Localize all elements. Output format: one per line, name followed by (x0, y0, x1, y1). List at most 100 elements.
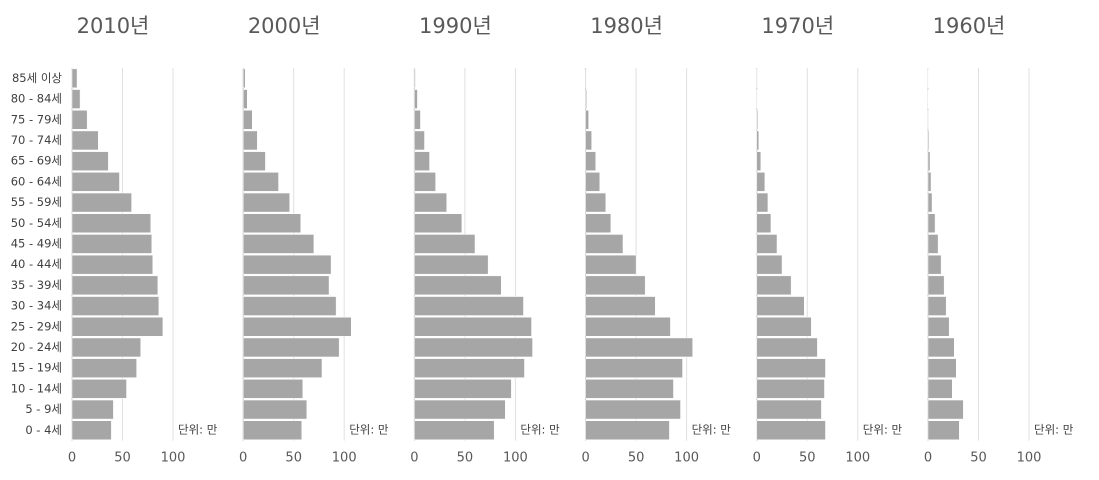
bar (585, 296, 656, 316)
bar (585, 151, 596, 171)
x-tick-label: 0 (581, 451, 589, 466)
bar (414, 254, 489, 275)
x-tick-label: 50 (970, 451, 987, 466)
category-label: 70 - 74세 (11, 133, 62, 147)
bar (756, 275, 792, 296)
x-tick-label: 50 (628, 451, 645, 466)
bar (414, 420, 495, 440)
category-label: 80 - 84세 (11, 92, 62, 106)
bar (756, 358, 826, 378)
category-label: 45 - 49세 (11, 236, 62, 250)
bar (71, 213, 152, 233)
bar (585, 420, 670, 440)
x-tick-label: 0 (239, 451, 247, 466)
unit-label: 단위: 만 (1034, 423, 1074, 437)
bar (927, 399, 964, 420)
bar (414, 337, 533, 358)
bar (242, 379, 304, 399)
bar (756, 420, 826, 440)
bar (242, 151, 266, 171)
category-label: 35 - 39세 (11, 278, 62, 292)
panel-title: 2000년 (248, 14, 321, 38)
x-tick-label: 100 (1017, 451, 1042, 466)
bar (927, 172, 932, 192)
bar (242, 213, 302, 233)
bar (585, 89, 587, 109)
bar (585, 254, 637, 275)
bar (71, 110, 88, 130)
bar (414, 234, 476, 254)
bar (756, 89, 758, 109)
bar (585, 275, 646, 296)
bar (71, 254, 154, 275)
bar (927, 151, 931, 171)
bar (414, 213, 463, 233)
bar (242, 172, 279, 192)
bar (71, 68, 78, 89)
bar (71, 89, 81, 109)
bar (242, 234, 315, 254)
bar (242, 130, 258, 151)
category-label: 85세 이상 (12, 71, 62, 85)
bar (585, 213, 612, 233)
bar (756, 399, 822, 420)
bar (414, 317, 532, 337)
bar (414, 130, 425, 151)
bar (414, 68, 416, 89)
bar (242, 317, 352, 337)
x-tick-label: 50 (114, 451, 131, 466)
category-label: 5 - 9세 (25, 402, 62, 416)
category-label: 50 - 54세 (11, 216, 62, 230)
category-label: 10 - 14세 (11, 381, 62, 395)
bar (756, 254, 783, 275)
category-label: 0 - 4세 (25, 423, 62, 437)
bar (927, 234, 939, 254)
category-label: 25 - 29세 (11, 319, 62, 333)
bar (414, 151, 430, 171)
bar (414, 379, 512, 399)
bar (71, 234, 153, 254)
bar (585, 317, 671, 337)
x-tick-label: 50 (285, 451, 302, 466)
bar (414, 358, 525, 378)
bar (927, 275, 945, 296)
bar (414, 110, 421, 130)
bar (927, 296, 947, 316)
bar (585, 68, 587, 89)
bar (927, 254, 942, 275)
bar (927, 110, 929, 130)
panel-title: 1960년 (933, 14, 1006, 38)
bar (71, 420, 112, 440)
bar (242, 110, 253, 130)
bar (242, 337, 340, 358)
category-label: 15 - 19세 (11, 361, 62, 375)
bar (756, 151, 762, 171)
bar (585, 337, 693, 358)
bar (585, 234, 624, 254)
bar (927, 130, 930, 151)
bar (756, 379, 825, 399)
bar (242, 420, 303, 440)
unit-label: 단위: 만 (520, 423, 560, 437)
bar (71, 399, 114, 420)
x-tick-label: 50 (799, 451, 816, 466)
x-tick-label: 100 (332, 451, 357, 466)
bar (242, 192, 290, 213)
panel-title: 1980년 (590, 14, 663, 38)
bar (71, 275, 159, 296)
bar (585, 358, 683, 378)
bar (927, 337, 955, 358)
bar (242, 275, 330, 296)
x-tick-label: 0 (753, 451, 761, 466)
bar (71, 130, 99, 151)
bar (927, 420, 960, 440)
bar (414, 89, 418, 109)
bar (585, 399, 681, 420)
bar (242, 254, 332, 275)
bar (414, 172, 436, 192)
bar (585, 192, 607, 213)
unit-label: 단위: 만 (349, 423, 389, 437)
bar (414, 192, 447, 213)
bar (927, 358, 957, 378)
